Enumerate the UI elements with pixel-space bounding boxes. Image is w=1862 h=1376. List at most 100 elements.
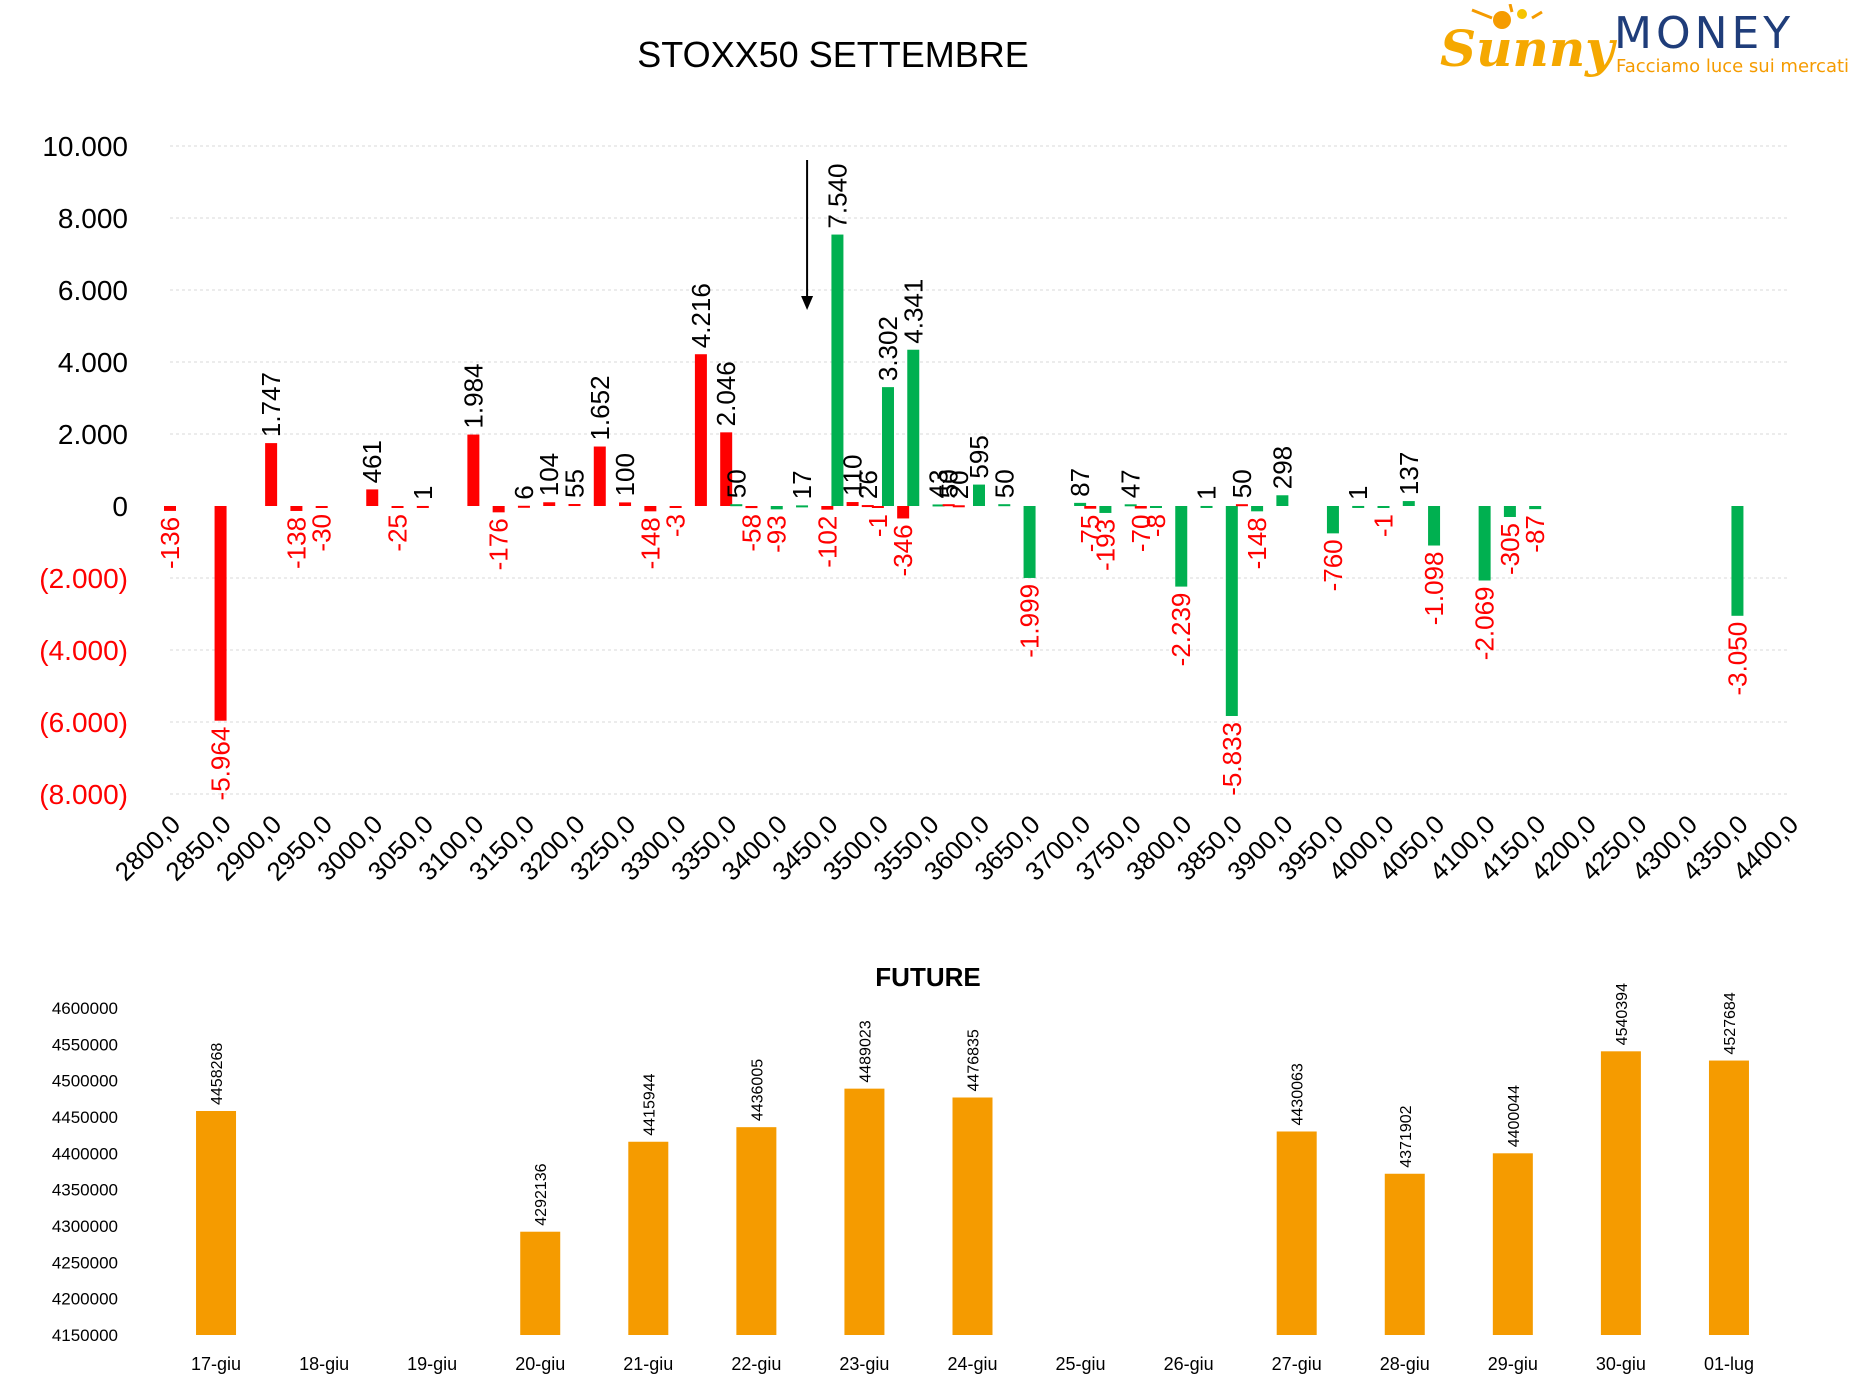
future-x-tick-label: 20-giu [515,1354,565,1374]
main-data-label: 2.046 [711,361,741,426]
main-y-tick-label: (8.000) [39,779,128,810]
main-bar-put [796,505,809,508]
main-bar-call [467,434,480,506]
main-data-label: 461 [357,440,387,483]
main-data-label: 110 [838,455,868,496]
future-y-tick-label: 4450000 [52,1108,118,1127]
future-data-label: 4458268 [209,1043,226,1105]
main-bar-call [366,489,379,506]
future-bar [952,1097,993,1335]
main-data-label: 595 [964,435,994,478]
main-data-label: 50 [1227,469,1257,498]
main-data-label: 50 [934,469,964,498]
main-bar-put [1276,495,1289,506]
future-y-tick-label: 4200000 [52,1290,118,1309]
main-data-label: 47 [1116,469,1146,498]
main-data-label: -5.833 [1217,722,1247,796]
main-bar-put [1074,502,1087,506]
main-bar-call [492,506,505,513]
future-x-tick-label: 28-giu [1380,1354,1430,1374]
future-bar [1600,1051,1641,1335]
future-bar [844,1088,885,1335]
main-bar-put [1529,506,1542,510]
future-x-tick-label: 21-giu [623,1354,673,1374]
future-x-tick-label: 29-giu [1488,1354,1538,1374]
main-bar-put [1402,501,1415,506]
main-data-label: -138 [281,517,311,569]
future-x-tick-label: 24-giu [947,1354,997,1374]
main-bar-call [745,506,758,509]
main-bar-call [952,505,965,508]
main-bar-call [214,506,227,721]
main-bar-put [1099,506,1112,513]
main-bar-put [831,234,844,506]
future-x-tick-label: 18-giu [299,1354,349,1374]
main-y-tick-label: 6.000 [58,275,128,306]
main-chart-x-axis: 2800,02850,02900,02950,03000,03050,03100… [109,809,1804,886]
main-bar-call [164,506,176,511]
main-data-label: 87 [1065,468,1095,497]
main-data-label: 1.652 [585,375,615,440]
main-data-label: -93 [762,515,792,553]
future-x-tick-label: 30-giu [1596,1354,1646,1374]
main-data-label: -8 [1141,514,1171,537]
future-y-tick-label: 4600000 [52,999,118,1018]
main-bar-put [770,506,783,510]
future-x-tick-label: 22-giu [731,1354,781,1374]
future-y-tick-label: 4550000 [52,1035,118,1054]
future-y-tick-label: 4150000 [52,1326,118,1345]
sunny-money-logo: Sunny MONEY Facciamo luce sui mercati [1440,4,1849,78]
main-bar-put [907,349,920,506]
logo-brand-sunny: Sunny [1440,19,1617,78]
main-bar-call [568,504,581,507]
main-y-tick-label: 2.000 [58,419,128,450]
main-bar-put [973,484,985,506]
main-data-label: 1 [408,485,438,499]
future-x-tick-label: 23-giu [839,1354,889,1374]
future-data-label: 4415944 [641,1073,658,1135]
main-bar-put [1503,506,1516,517]
main-bar-put [932,504,945,507]
arrow-head [801,296,814,310]
main-bar-call [1235,504,1248,507]
main-data-label: -5.964 [206,727,236,801]
main-data-label: 1 [1192,485,1222,499]
main-bar-put [1225,506,1238,716]
main-data-label: 104 [534,453,564,496]
future-data-label: 4292136 [533,1163,550,1225]
future-chart-bars [196,1051,1749,1335]
main-bar-put [1149,506,1162,508]
future-x-tick-label: 25-giu [1056,1354,1106,1374]
main-data-label: -305 [1495,523,1525,575]
future-x-tick-label: 01-lug [1704,1354,1754,1374]
main-bar-call [543,502,556,506]
future-x-tick-label: 26-giu [1164,1354,1214,1374]
future-y-tick-label: 4300000 [52,1217,118,1236]
main-data-label: 17 [787,470,817,499]
main-bar-put [998,504,1011,507]
main-data-label: -102 [812,516,842,568]
main-data-label: -1 [863,514,893,537]
main-y-tick-label: 10.000 [42,131,128,162]
main-data-label: 3.302 [873,316,903,381]
future-bar [1708,1060,1749,1335]
future-bar [628,1141,669,1335]
future-data-label: 4436005 [749,1059,766,1121]
main-data-label: 55 [560,469,590,498]
main-data-label: 1.747 [256,372,286,437]
main-bar-call [720,432,733,506]
main-bar-put [1478,506,1491,581]
future-y-tick-label: 4250000 [52,1253,118,1272]
future-chart-title: FUTURE [875,962,980,992]
main-bar-call [669,506,682,508]
main-data-label: 1 [1343,485,1373,499]
main-chart-data-labels: -136-5.9641.747-138-30461-2511.984-17661… [155,163,1752,800]
main-bar-call [290,506,303,511]
main-y-tick-label: 0 [112,491,128,522]
main-bar-put [1326,506,1339,534]
main-data-label: -760 [1318,539,1348,591]
main-data-label: 50 [989,469,1019,498]
main-data-label: -87 [1520,515,1550,553]
future-y-tick-label: 4400000 [52,1144,118,1163]
